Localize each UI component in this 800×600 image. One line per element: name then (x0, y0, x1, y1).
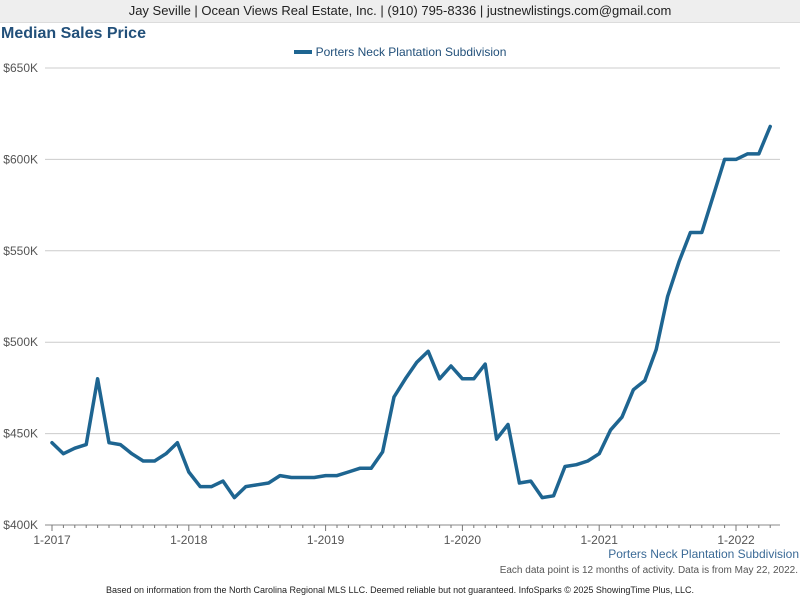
data-point (381, 450, 385, 454)
data-point (540, 496, 544, 500)
data-point (529, 479, 533, 483)
data-point (278, 474, 282, 478)
data-point (255, 483, 259, 487)
series-caption: Porters Neck Plantation Subdivision (608, 547, 799, 561)
data-point (73, 446, 77, 450)
data-point (757, 152, 761, 156)
y-tick-label: $500K (3, 335, 38, 349)
x-tick-label: 1-2022 (717, 533, 755, 547)
data-point (96, 377, 100, 381)
data-point (210, 485, 214, 489)
series-line (50, 124, 772, 500)
x-tick-label: 1-2019 (307, 533, 345, 547)
x-tick-label: 1-2017 (33, 533, 71, 547)
data-point (346, 470, 350, 474)
data-point (654, 348, 658, 352)
data-point (130, 452, 134, 456)
data-note: Each data point is 12 months of activity… (499, 565, 798, 576)
data-point (50, 441, 54, 445)
x-tick-label: 1-2021 (581, 533, 619, 547)
data-point (563, 465, 567, 469)
legend-swatch (293, 49, 312, 54)
data-point (107, 441, 111, 445)
data-point (517, 481, 521, 485)
data-point (677, 260, 681, 264)
data-point (312, 475, 316, 479)
data-point (768, 124, 772, 128)
data-point (244, 485, 248, 489)
chart-title: Median Sales Price (1, 25, 146, 42)
footer-disclaimer: Based on information from the North Caro… (105, 585, 695, 595)
y-tick-label: $400K (3, 518, 38, 532)
data-point (734, 157, 738, 161)
data-point (631, 388, 635, 392)
y-tick-label: $650K (3, 61, 38, 75)
data-point (449, 364, 453, 368)
data-point (745, 152, 749, 156)
data-point (118, 443, 122, 447)
data-point (403, 377, 407, 381)
data-point (472, 377, 476, 381)
data-point (552, 494, 556, 498)
data-point (711, 194, 715, 198)
data-point (232, 496, 236, 500)
data-point (289, 475, 293, 479)
data-point (597, 452, 601, 456)
data-point (609, 428, 613, 432)
data-point (358, 466, 362, 470)
data-point (335, 474, 339, 478)
data-point (187, 470, 191, 474)
data-point (198, 485, 202, 489)
data-point (324, 474, 328, 478)
data-point (61, 452, 65, 456)
header-contact-text: Jay Seville | Ocean Views Real Estate, I… (128, 3, 672, 18)
y-tick-label: $550K (3, 244, 38, 258)
data-point (369, 466, 373, 470)
y-tick-label: $600K (3, 152, 38, 166)
data-point (643, 379, 647, 383)
x-tick-label: 1-2018 (170, 533, 208, 547)
data-point (688, 231, 692, 235)
data-point (153, 459, 157, 463)
data-point (426, 349, 430, 353)
data-point (141, 459, 145, 463)
data-point (586, 459, 590, 463)
data-point (700, 231, 704, 235)
x-tick-label: 1-2020 (444, 533, 482, 547)
header-bar: Jay Seville | Ocean Views Real Estate, I… (0, 0, 800, 23)
data-point (723, 157, 727, 161)
data-point (175, 441, 179, 445)
data-point (666, 295, 670, 298)
y-tick-label: $450K (3, 427, 38, 441)
data-point (483, 362, 487, 366)
data-point (495, 437, 499, 441)
data-point (164, 452, 168, 456)
data-point (84, 443, 88, 447)
data-point (221, 479, 225, 483)
data-point (438, 377, 442, 381)
data-point (460, 377, 464, 381)
data-point (506, 422, 510, 426)
data-point (267, 481, 271, 485)
data-point (392, 395, 396, 399)
data-point (415, 360, 419, 364)
data-point (574, 463, 578, 467)
data-point (620, 415, 624, 419)
chart-legend[interactable]: Porters Neck Plantation Subdivision (0, 45, 800, 59)
data-point (301, 475, 305, 479)
legend-label: Porters Neck Plantation Subdivision (315, 45, 507, 59)
